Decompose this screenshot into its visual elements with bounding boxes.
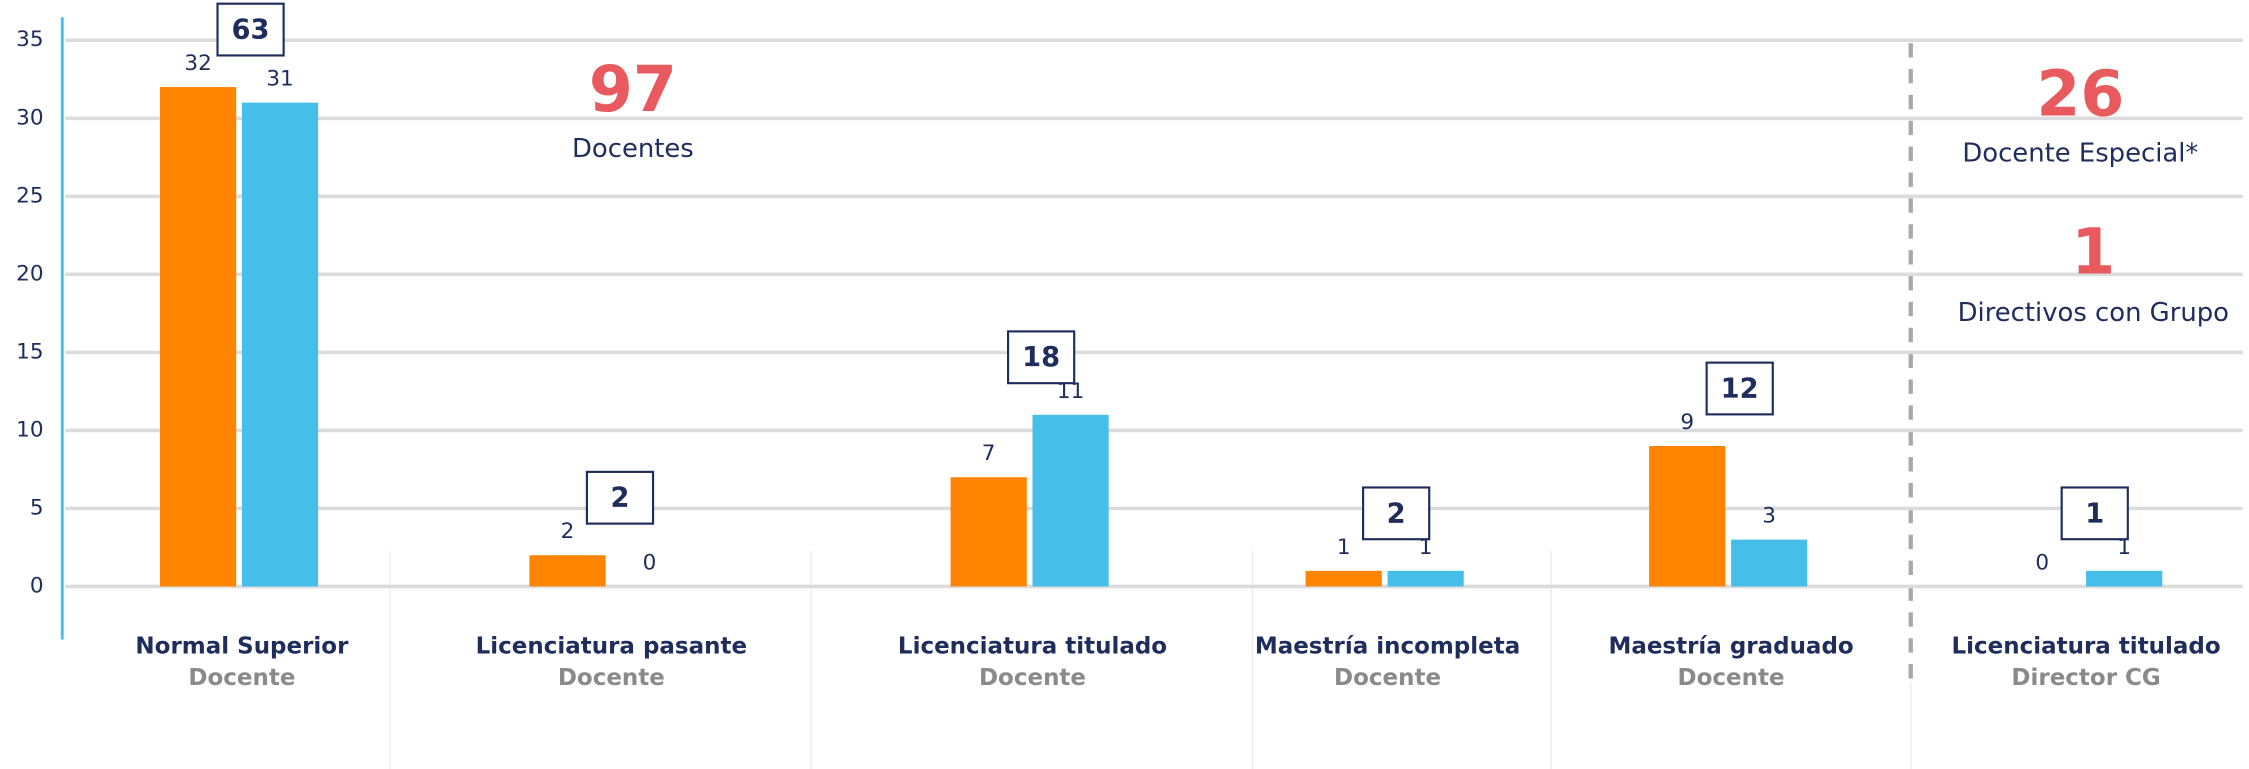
value-label: 1 bbox=[2117, 535, 2131, 560]
category-label: Maestría incompleta bbox=[1255, 633, 1520, 659]
value-label: 1 bbox=[1419, 535, 1433, 560]
bar bbox=[1305, 570, 1382, 587]
subcategory-label: Docente bbox=[558, 665, 665, 691]
subcategory-label: Docente bbox=[1334, 665, 1441, 691]
value-label: 0 bbox=[643, 550, 657, 575]
value-label: 7 bbox=[982, 441, 996, 466]
y-tick-label: 35 bbox=[16, 27, 43, 52]
value-label: 9 bbox=[1680, 410, 1694, 435]
total-label: 18 bbox=[1022, 342, 1060, 373]
subcategory-label: Docente bbox=[188, 665, 295, 691]
value-label: 3 bbox=[1762, 504, 1776, 529]
total-box bbox=[2060, 486, 2129, 541]
y-tick-label: 30 bbox=[16, 105, 43, 130]
bar bbox=[1387, 570, 1464, 587]
value-label: 0 bbox=[2035, 550, 2049, 575]
subcategory-label: Docente bbox=[1678, 665, 1785, 691]
bar bbox=[160, 87, 237, 587]
y-tick-label: 15 bbox=[16, 339, 43, 364]
category-label: Normal Superior bbox=[135, 633, 349, 659]
total-box bbox=[585, 470, 655, 525]
y-tick-label: 5 bbox=[30, 495, 44, 520]
bar bbox=[2086, 570, 2163, 587]
bar bbox=[1731, 539, 1808, 587]
category-label: Maestría graduado bbox=[1608, 633, 1853, 659]
annotation-text: Docente Especial* bbox=[1962, 138, 2198, 168]
y-tick-label: 20 bbox=[16, 261, 43, 286]
bar bbox=[1032, 414, 1109, 587]
value-label: 1 bbox=[1337, 535, 1351, 560]
total-label: 63 bbox=[232, 15, 270, 46]
total-label: 1 bbox=[2085, 498, 2104, 529]
total-box bbox=[1705, 361, 1774, 416]
annotation-value: 1 bbox=[2071, 214, 2115, 288]
bar bbox=[1649, 445, 1726, 587]
bar bbox=[529, 555, 606, 587]
y-tick-label: 25 bbox=[16, 183, 43, 208]
total-box bbox=[216, 2, 285, 57]
annotation-text: Docentes bbox=[572, 134, 694, 164]
value-label: 2 bbox=[561, 519, 575, 544]
subcategory-label: Docente bbox=[979, 665, 1086, 691]
bar bbox=[241, 102, 319, 587]
value-label: 32 bbox=[184, 51, 211, 76]
category-label: Licenciatura titulado bbox=[1952, 633, 2221, 659]
total-label: 12 bbox=[1721, 373, 1759, 404]
bar bbox=[950, 477, 1027, 587]
y-tick-label: 0 bbox=[30, 573, 44, 598]
annotation-value: 97 bbox=[589, 52, 677, 126]
category-label: Licenciatura titulado bbox=[898, 633, 1167, 659]
total-label: 2 bbox=[1387, 498, 1406, 529]
annotation-value: 26 bbox=[2036, 56, 2124, 130]
value-label: 31 bbox=[266, 67, 293, 92]
y-tick-label: 10 bbox=[16, 417, 43, 442]
total-box bbox=[1362, 486, 1431, 541]
annotation-text: Directivos con Grupo bbox=[1958, 298, 2229, 328]
category-label: Licenciatura pasante bbox=[476, 633, 747, 659]
subcategory-label: Director CG bbox=[2011, 665, 2160, 691]
total-label: 2 bbox=[610, 483, 629, 514]
total-box bbox=[1006, 330, 1076, 385]
